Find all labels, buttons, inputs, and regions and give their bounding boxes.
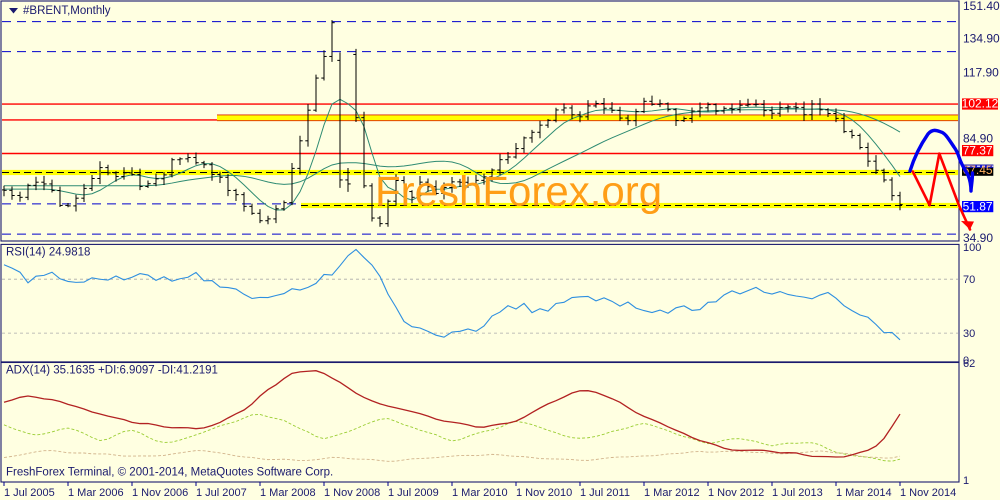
svg-text:ADX(14) 35.1635 +DI:6.9097 -DI: ADX(14) 35.1635 +DI:6.9097 -DI:41.2191	[6, 365, 218, 377]
svg-text:102.12: 102.12	[962, 97, 999, 111]
svg-text:1 Jul 2005: 1 Jul 2005	[4, 487, 55, 499]
svg-text:30: 30	[963, 328, 975, 340]
svg-text:1 Jul 2013: 1 Jul 2013	[772, 487, 823, 499]
svg-text:1 Jul 2009: 1 Jul 2009	[388, 487, 439, 499]
svg-text:1 Mar 2014: 1 Mar 2014	[836, 487, 892, 499]
svg-text:#BRENT,Monthly: #BRENT,Monthly	[23, 5, 111, 17]
svg-text:1 Mar 2012: 1 Mar 2012	[644, 487, 700, 499]
svg-text:1 Jul 2007: 1 Jul 2007	[196, 487, 247, 499]
svg-text:1 Nov 2008: 1 Nov 2008	[324, 487, 380, 499]
svg-text:1 Mar 2006: 1 Mar 2006	[68, 487, 124, 499]
svg-text:1: 1	[963, 475, 969, 487]
svg-text:1 Nov 2012: 1 Nov 2012	[708, 487, 764, 499]
svg-text:117.90: 117.90	[963, 66, 999, 80]
svg-text:1 Nov 2014: 1 Nov 2014	[900, 487, 956, 499]
svg-text:100: 100	[963, 242, 981, 254]
svg-text:70: 70	[963, 274, 975, 286]
svg-text:1 Nov 2006: 1 Nov 2006	[132, 487, 188, 499]
svg-text:77.37: 77.37	[963, 143, 993, 157]
svg-text:62: 62	[963, 358, 975, 370]
svg-text:FreshForex.org: FreshForex.org	[375, 167, 662, 214]
svg-text:1 Jul 2011: 1 Jul 2011	[580, 487, 630, 499]
svg-text:RSI(14) 24.9818: RSI(14) 24.9818	[6, 246, 90, 258]
svg-text:1 Mar 2008: 1 Mar 2008	[260, 487, 316, 499]
svg-text:1 Mar 2010: 1 Mar 2010	[452, 487, 508, 499]
svg-text:1 Nov 2010: 1 Nov 2010	[516, 487, 572, 499]
svg-text:134.90: 134.90	[963, 32, 1000, 46]
svg-text:51.87: 51.87	[963, 199, 993, 213]
svg-text:151.40: 151.40	[963, 0, 1000, 13]
svg-text:FreshForex Terminal, © 2001-20: FreshForex Terminal, © 2001-2014, MetaQu…	[6, 467, 333, 479]
